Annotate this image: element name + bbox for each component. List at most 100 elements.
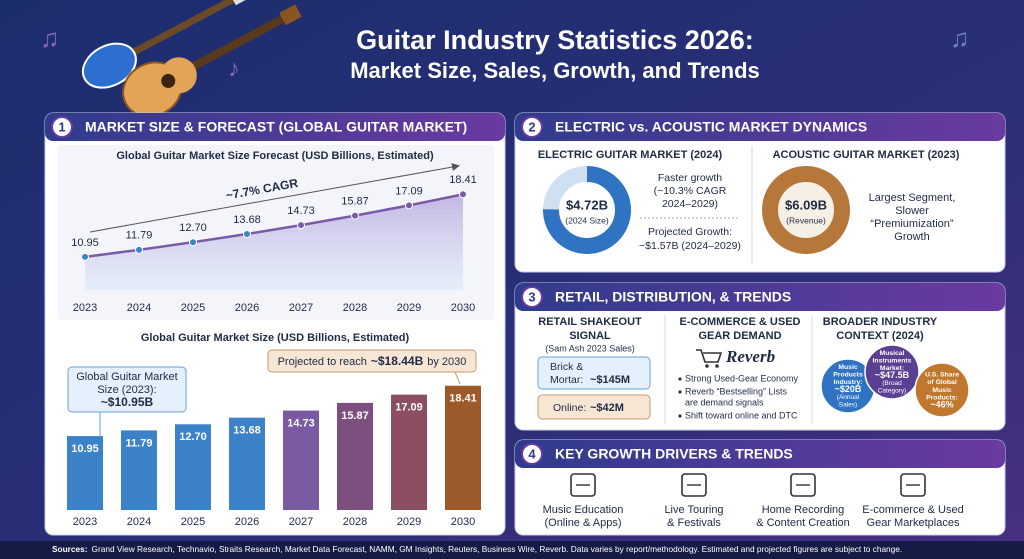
circle-label: Musical bbox=[880, 350, 905, 357]
note: (~10.3% CAGR bbox=[654, 185, 727, 197]
value-label: 11.79 bbox=[126, 230, 153, 242]
bullet bbox=[678, 390, 682, 394]
value-label: 13.68 bbox=[233, 425, 261, 437]
section-badge bbox=[521, 443, 543, 465]
note: “Premiumization” bbox=[870, 218, 953, 230]
driver-label: Gear Marketplaces bbox=[867, 517, 960, 529]
x-tick-label: 2026 bbox=[235, 302, 259, 314]
note: Growth bbox=[894, 231, 929, 243]
section-title: KEY GROWTH DRIVERS & TRENDS bbox=[555, 446, 793, 462]
circle-label: of Global bbox=[927, 379, 957, 386]
annotation-box bbox=[67, 366, 187, 413]
note: Faster growth bbox=[658, 172, 722, 184]
driver-label: (Online & Apps) bbox=[544, 517, 621, 529]
stat-circle bbox=[864, 344, 920, 400]
panel-header bbox=[515, 113, 1005, 141]
circle-label: Market: bbox=[880, 365, 904, 372]
value-label: 12.70 bbox=[179, 222, 207, 234]
subtitle: Market Size, Sales, Growth, and Trends bbox=[350, 58, 760, 83]
driver-icon bbox=[900, 473, 926, 497]
donut-ring bbox=[762, 166, 850, 254]
x-tick-label: 2030 bbox=[451, 516, 475, 528]
heading: CONTEXT (2024) bbox=[836, 330, 924, 342]
x-tick-label: 2024 bbox=[127, 302, 151, 314]
circle-value: ~$20B bbox=[835, 384, 862, 394]
stat-value: ~$42M bbox=[590, 402, 624, 414]
x-tick-label: 2029 bbox=[397, 516, 421, 528]
value-label: 11.79 bbox=[126, 437, 153, 449]
pointer bbox=[454, 371, 461, 385]
circle-value: ~46% bbox=[930, 400, 953, 410]
x-tick-label: 2024 bbox=[127, 516, 151, 528]
point bbox=[459, 190, 467, 199]
note: 2024–2029) bbox=[662, 198, 718, 210]
driver-label: & Festivals bbox=[667, 517, 721, 529]
heading: E-COMMERCE & USED bbox=[679, 316, 800, 328]
section-title: RETAIL, DISTRIBUTION, & TRENDS bbox=[555, 289, 791, 305]
footer: Sources: Grand View Research, Technavio, … bbox=[52, 544, 902, 554]
donut-note: (Revenue) bbox=[786, 215, 826, 225]
chart-title: Global Guitar Market Size Forecast (USD … bbox=[116, 150, 434, 162]
bar bbox=[283, 410, 319, 510]
cart-icon bbox=[696, 349, 723, 363]
driver-label: Live Touring bbox=[664, 504, 723, 516]
bar bbox=[229, 417, 265, 510]
circle-label: Music bbox=[932, 387, 951, 394]
value-label: 10.95 bbox=[71, 443, 99, 455]
x-tick-label: 2023 bbox=[73, 516, 97, 528]
donut-value: $4.72B bbox=[566, 197, 608, 212]
x-tick-label: 2028 bbox=[343, 516, 367, 528]
value-label: 18.41 bbox=[449, 174, 477, 186]
section-badge bbox=[521, 286, 543, 308]
value-label: 15.87 bbox=[341, 410, 369, 422]
point bbox=[405, 201, 413, 210]
x-tick-label: 2025 bbox=[181, 302, 205, 314]
footer-bar bbox=[0, 541, 1024, 559]
point bbox=[297, 221, 305, 230]
point bbox=[243, 229, 251, 238]
circle-note: (Broad bbox=[882, 380, 902, 387]
section-number: 4 bbox=[528, 446, 536, 461]
annotation-text: Size (2023): bbox=[97, 384, 156, 396]
annotation-part: Projected to reach bbox=[278, 356, 367, 368]
heading: RETAIL SHAKEOUT bbox=[538, 316, 642, 328]
bullet bbox=[678, 414, 682, 418]
heading: GEAR DEMAND bbox=[698, 330, 781, 342]
stat-box bbox=[537, 394, 651, 420]
annotation-part: ~$18.44B bbox=[371, 354, 424, 368]
bullet-text: Shift toward online and DTC bbox=[685, 410, 798, 420]
circle-label: U.S. Share bbox=[925, 372, 959, 379]
bar bbox=[121, 430, 157, 510]
value-label: 10.95 bbox=[71, 237, 99, 249]
note: ~$1.57B (2024–2029) bbox=[639, 240, 741, 252]
donut-note: (2024 Size) bbox=[565, 215, 609, 225]
footer-text: Grand View Research, Technavio, Straits … bbox=[92, 544, 903, 554]
heading: SIGNAL bbox=[569, 330, 611, 342]
footer-label: Sources: bbox=[52, 544, 88, 554]
value-label: 12.70 bbox=[179, 431, 207, 443]
x-tick-label: 2026 bbox=[235, 516, 259, 528]
x-tick-label: 2028 bbox=[343, 302, 367, 314]
section-number: 3 bbox=[528, 289, 535, 304]
section-number: 2 bbox=[528, 119, 535, 134]
stat-label: Mortar: bbox=[550, 374, 583, 386]
value-label: 18.41 bbox=[449, 393, 477, 405]
note: Slower bbox=[895, 205, 929, 217]
heading: ACOUSTIC GUITAR MARKET (2023) bbox=[773, 149, 960, 161]
donut-value: $6.09B bbox=[785, 197, 827, 212]
driver-label: Music Education bbox=[543, 504, 624, 516]
note: Largest Segment, bbox=[869, 192, 956, 204]
annotation-text: Global Guitar Market bbox=[76, 371, 177, 383]
svg-text:♫: ♫ bbox=[950, 23, 970, 53]
x-tick-label: 2029 bbox=[397, 302, 421, 314]
circle-value: ~$47.5B bbox=[875, 370, 910, 380]
bullet-text: Strong Used-Gear Economy bbox=[685, 373, 799, 383]
value-label: 14.73 bbox=[287, 417, 315, 429]
cart-wheel bbox=[705, 364, 709, 368]
panel-header bbox=[45, 113, 505, 141]
heading: ELECTRIC GUITAR MARKET (2024) bbox=[538, 149, 723, 161]
cart-wheel bbox=[715, 364, 719, 368]
x-tick-label: 2025 bbox=[181, 516, 205, 528]
bar bbox=[175, 424, 211, 510]
